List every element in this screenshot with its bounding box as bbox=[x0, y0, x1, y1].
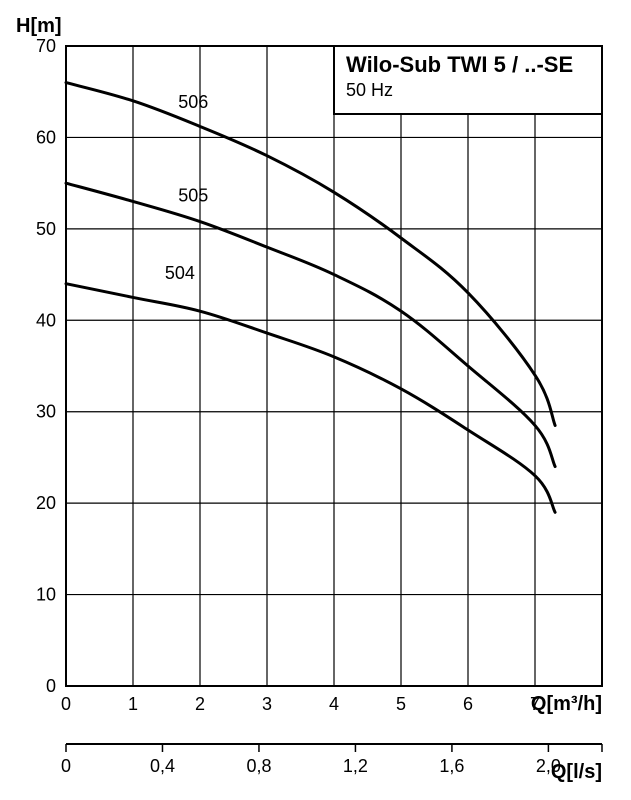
x2-tick-label: 0,8 bbox=[246, 756, 271, 776]
y-tick-label: 20 bbox=[36, 493, 56, 513]
x2-tick-label: 1,2 bbox=[343, 756, 368, 776]
x2-tick-label: 1,6 bbox=[439, 756, 464, 776]
x-tick-label: 0 bbox=[61, 694, 71, 714]
y-tick-label: 30 bbox=[36, 402, 56, 422]
x-tick-label: 3 bbox=[262, 694, 272, 714]
x2-tick-label: 0 bbox=[61, 756, 71, 776]
pump-curve-chart: 010203040506070H[m]01234567Q[m³/h]00,40,… bbox=[0, 0, 631, 800]
x-tick-label: 4 bbox=[329, 694, 339, 714]
x-axis-label: Q[m³/h] bbox=[531, 693, 602, 715]
curve-label: 505 bbox=[178, 185, 208, 205]
y-tick-label: 70 bbox=[36, 36, 56, 56]
y-tick-label: 60 bbox=[36, 127, 56, 147]
x-tick-label: 6 bbox=[463, 694, 473, 714]
y-tick-label: 40 bbox=[36, 310, 56, 330]
chart-subtitle: 50 Hz bbox=[346, 80, 393, 100]
chart-bg bbox=[0, 0, 631, 800]
x2-tick-label: 0,4 bbox=[150, 756, 175, 776]
chart-title: Wilo-Sub TWI 5 / ..-SE bbox=[346, 52, 573, 77]
y-axis-label: H[m] bbox=[16, 15, 62, 37]
x-tick-label: 2 bbox=[195, 694, 205, 714]
y-tick-label: 10 bbox=[36, 585, 56, 605]
y-tick-label: 0 bbox=[46, 676, 56, 696]
x-tick-label: 5 bbox=[396, 694, 406, 714]
x-tick-label: 1 bbox=[128, 694, 138, 714]
curve-label: 504 bbox=[165, 263, 195, 283]
y-tick-label: 50 bbox=[36, 219, 56, 239]
curve-label: 506 bbox=[178, 92, 208, 112]
x2-axis-label: Q[l/s] bbox=[551, 761, 602, 783]
